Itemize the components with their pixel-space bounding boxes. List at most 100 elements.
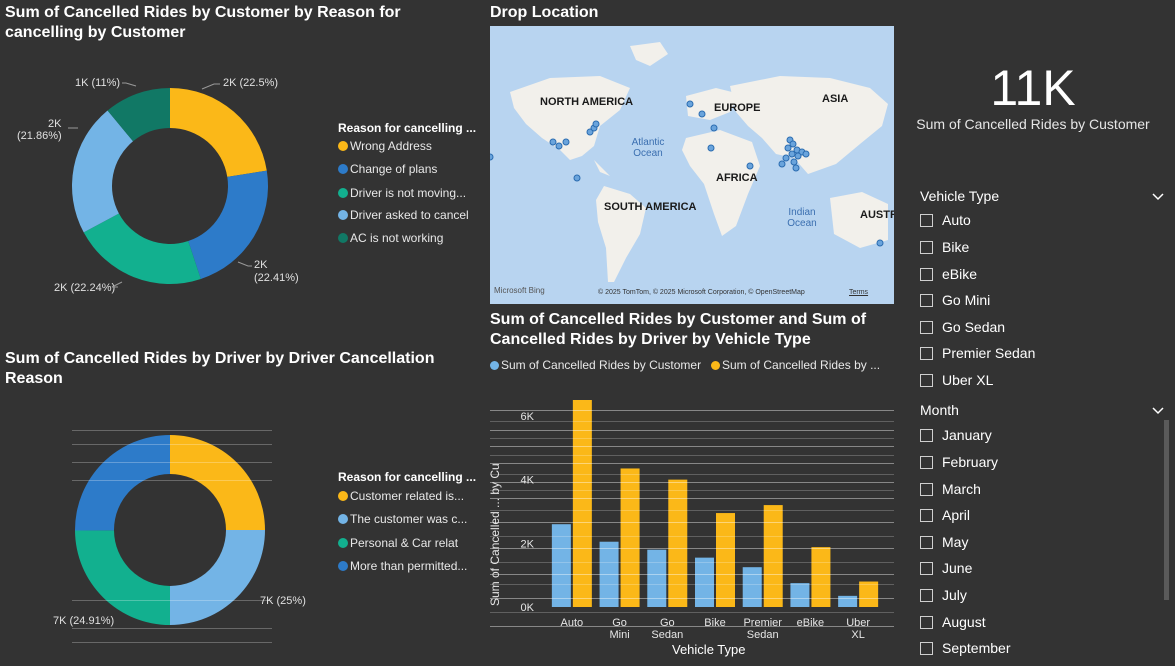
checkbox[interactable] [920,641,933,655]
donut2-slice-3[interactable] [75,530,170,625]
donut1-legend-item-2[interactable]: Change of plans [338,162,437,176]
bar-legend-item-driver[interactable]: Sum of Cancelled Rides by ... [711,358,880,372]
donut2-title: Sum of Cancelled Rides by Driver by Driv… [5,350,435,387]
donut1-slice-3[interactable] [83,213,201,284]
glitch-line [490,522,894,523]
checkbox[interactable] [920,320,933,334]
vehicle-slicer-item-ebike[interactable]: eBike [920,266,977,282]
glitch-line [72,628,272,629]
month-slicer-item-february[interactable]: February [920,454,998,470]
month-slicer-item-may[interactable]: May [920,534,968,550]
map-terms-link[interactable]: Terms [849,289,869,296]
glitch-line [72,480,272,481]
donut1-slice-5[interactable] [107,88,170,142]
donut1-callout-top-right: 2K (22.5%) [223,77,279,89]
donut2-legend-item-3[interactable]: Personal & Car relat [338,536,458,550]
checkbox[interactable] [920,508,933,522]
bar-driver-1[interactable] [572,400,592,607]
chevron-down-icon[interactable] [1152,190,1164,202]
bar-x-tick-label: Premier [743,617,782,629]
month-slicer-item-august[interactable]: August [920,614,986,630]
checkbox[interactable] [920,535,933,549]
map-label-europe: EUROPE [714,102,761,114]
glitch-line [490,498,894,499]
bar-x-tick-label: Sedan [747,629,779,640]
donut2-slice-4[interactable] [75,435,170,531]
month-slicer-item-march[interactable]: March [920,481,981,497]
bar-customer-3[interactable] [647,549,667,607]
map-label-africa: AFRICA [716,172,758,184]
vehicle-slicer-item-bike[interactable]: Bike [920,239,969,255]
month-slicer-scrollbar[interactable] [1164,420,1169,600]
checkbox[interactable] [920,561,933,575]
checkbox[interactable] [920,293,933,307]
donut2-slice-1[interactable] [170,435,265,530]
checkbox[interactable] [920,373,933,387]
glitch-line [490,438,894,439]
checkbox[interactable] [920,428,933,442]
bar-driver-7[interactable] [859,581,879,607]
checkbox[interactable] [920,615,933,629]
bar-x-tick-label: Uber [846,617,870,629]
bar-x-tick-label: Sedan [651,629,683,640]
bar-driver-4[interactable] [716,513,735,607]
checkbox[interactable] [920,346,933,360]
checkbox[interactable] [920,588,933,602]
bar-y-tick-label: 2K [521,538,535,550]
donut2-callout-right: 7K (25%) [260,595,306,607]
bar-customer-4[interactable] [695,557,714,607]
chevron-down-icon[interactable] [1152,404,1164,416]
vehicle-slicer-item-go-mini[interactable]: Go Mini [920,292,990,308]
month-slicer-item-september[interactable]: September [920,640,1010,656]
bar-y-tick-label: 0K [521,602,535,614]
month-slicer-item-june[interactable]: June [920,560,972,576]
donut1-slice-1[interactable] [170,88,267,177]
month-slicer-item-april[interactable]: April [920,507,970,523]
bar-customer-7[interactable] [838,595,858,607]
vehicle-slicer-item-go-sedan[interactable]: Go Sedan [920,319,1005,335]
vehicle-slicer-item-premier-sedan[interactable]: Premier Sedan [920,345,1035,361]
month-slicer-item-july[interactable]: July [920,587,967,603]
bar-customer-6[interactable] [790,583,810,607]
bar-driver-6[interactable] [811,547,831,607]
donut1-legend-item-5[interactable]: AC is not working [338,231,443,245]
glitch-line [72,430,272,431]
map-title: Drop Location [490,4,599,21]
drop-location-map[interactable]: NORTH AMERICA EUROPE ASIA AFRICA SOUTH A… [490,26,894,304]
bar-chart-title: Sum of Cancelled Rides by Customer and S… [490,311,867,348]
checkbox[interactable] [920,267,933,281]
bar-driver-5[interactable] [763,505,783,607]
checkbox[interactable] [920,455,933,469]
bar-customer-2[interactable] [599,541,619,607]
donut2-legend-item-4[interactable]: More than permitted... [338,559,467,573]
donut1-callout-left-2: (21.86%) [17,130,62,142]
bar-customer-5[interactable] [742,567,762,607]
glitch-line [490,421,894,422]
glitch-line [490,430,894,431]
donut1-legend-item-3[interactable]: Driver is not moving... [338,186,466,200]
donut1-legend-title: Reason for cancelling ... [338,121,477,135]
bar-driver-2[interactable] [620,468,640,607]
bar-driver-3[interactable] [668,479,688,607]
donut1-slice-2[interactable] [188,170,268,280]
checkbox[interactable] [920,213,933,227]
glitch-line [490,598,894,599]
bar-x-tick-label: Bike [704,617,725,629]
donut2-legend-item-2[interactable]: The customer was c... [338,512,467,526]
bar-legend-item-customer[interactable]: Sum of Cancelled Rides by Customer [490,358,701,372]
bar-x-tick-label: Go [612,617,627,629]
donut2-slice-2[interactable] [170,530,265,625]
donut1-slice-4[interactable] [72,110,134,233]
bar-customer-1[interactable] [551,524,571,607]
vehicle-slicer-item-uber-xl[interactable]: Uber XL [920,372,993,388]
checkbox[interactable] [920,482,933,496]
vehicle-slicer-item-auto[interactable]: Auto [920,212,971,228]
donut2-legend-item-1[interactable]: Customer related is... [338,489,464,503]
donut1-legend-item-4[interactable]: Driver asked to cancel [338,208,469,222]
donut1-legend-item-1[interactable]: Wrong Address [338,139,432,153]
checkbox[interactable] [920,240,933,254]
bar-y-tick-label: 6K [521,411,535,423]
month-slicer-item-january[interactable]: January [920,427,992,443]
glitch-line [490,574,894,575]
